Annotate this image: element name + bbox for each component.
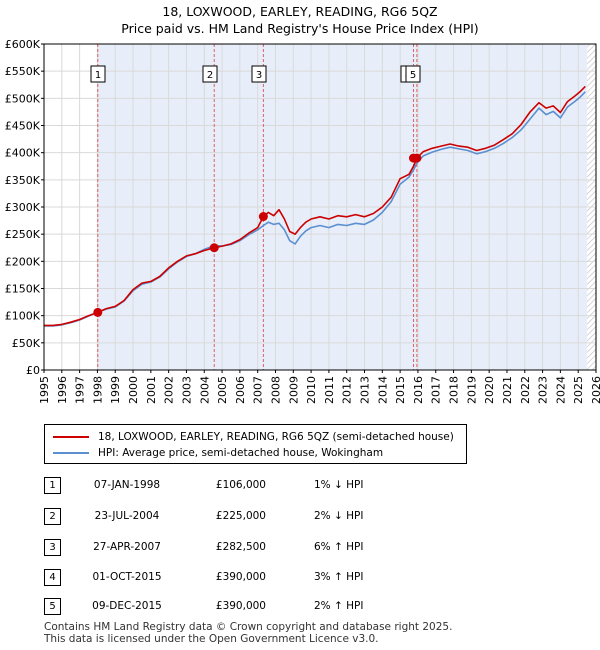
transaction-hpi: 2% ↓ HPI — [314, 510, 364, 522]
y-tick-label: £300K — [5, 201, 41, 214]
x-tick-label: 2023 — [537, 376, 550, 404]
x-tick-label: 2006 — [234, 376, 247, 404]
transaction-price: £106,000 — [215, 479, 266, 491]
y-tick-label: £400K — [5, 147, 41, 160]
x-tick-label: 2016 — [412, 376, 425, 404]
y-tick-label: £200K — [5, 255, 41, 268]
transaction-hpi: 1% ↓ HPI — [314, 479, 364, 491]
y-tick-label: £100K — [5, 310, 41, 323]
transaction-number: 3 — [44, 539, 61, 556]
sale-label-box — [202, 65, 218, 83]
legend-label-property: 18, LOXWOOD, EARLEY, READING, RG6 5QZ (s… — [98, 431, 454, 443]
sale-label-number: 5 — [410, 70, 416, 81]
transaction-number: 1 — [44, 477, 61, 494]
x-tick-label: 2019 — [465, 376, 478, 404]
y-tick-label: £0 — [26, 364, 40, 377]
footer-licence: This data is licensed under the Open Gov… — [44, 633, 379, 645]
transaction-date: 23-JUL-2004 — [94, 510, 160, 522]
x-tick-label: 2026 — [590, 376, 600, 404]
x-tick-label: 2021 — [501, 376, 514, 404]
price-chart: £0 £50K £100K £150K £200K £250K £300K £350K £400… — [5, 38, 600, 404]
x-tick-label: 2017 — [430, 376, 443, 404]
footer-copyright: Contains HM Land Registry data © Crown c… — [44, 621, 453, 633]
transaction-date: 27-APR-2007 — [93, 541, 161, 553]
sale-label-box — [251, 65, 267, 83]
sale-point — [209, 243, 219, 253]
x-tick-label: 1995 — [38, 376, 51, 404]
sale-label-number: 1 — [95, 70, 101, 81]
transaction-number: 5 — [44, 598, 61, 615]
transaction-hpi: 6% ↑ HPI — [314, 541, 364, 553]
table-row: 1 07-JAN-1998 £106,000 1% ↓ HPI — [44, 476, 444, 496]
sale-label-number: 3 — [256, 70, 262, 81]
legend-item-property: 18, LOXWOOD, EARLEY, READING, RG6 5QZ (s… — [53, 429, 454, 445]
x-tick-label: 1998 — [91, 376, 104, 404]
x-tick-label: 2020 — [483, 376, 496, 404]
chart-subtitle: Price paid vs. HM Land Registry's House … — [121, 21, 479, 36]
x-tick-label: 2005 — [216, 376, 229, 404]
transaction-date: 09-DEC-2015 — [92, 600, 162, 612]
x-tick-label: 1996 — [56, 376, 69, 404]
legend-item-hpi: HPI: Average price, semi-detached house,… — [53, 445, 383, 461]
x-tick-label: 2003 — [180, 376, 193, 404]
transaction-date: 01-OCT-2015 — [92, 571, 162, 583]
transaction-number: 2 — [44, 508, 61, 525]
x-tick-label: 2014 — [376, 376, 389, 404]
x-tick-label: 2015 — [394, 376, 407, 404]
y-tick-label: £450K — [5, 120, 41, 133]
x-tick-label: 1997 — [74, 376, 87, 404]
y-tick-label: £250K — [5, 228, 41, 241]
legend-swatch-hpi — [53, 452, 89, 454]
transaction-hpi: 3% ↑ HPI — [314, 571, 364, 583]
x-tick-label: 2002 — [163, 376, 176, 404]
y-tick-label: £350K — [5, 174, 41, 187]
chart-legend: 18, LOXWOOD, EARLEY, READING, RG6 5QZ (s… — [44, 424, 467, 464]
x-tick-label: 2022 — [519, 376, 532, 404]
transaction-hpi: 2% ↑ HPI — [314, 600, 364, 612]
property-series-line — [44, 85, 586, 327]
x-tick-label: 2012 — [341, 376, 354, 404]
x-tick-label: 2009 — [287, 376, 300, 404]
chart-title: 18, LOXWOOD, EARLEY, READING, RG6 5QZ — [162, 4, 438, 19]
transaction-number: 4 — [44, 569, 61, 586]
x-tick-label: 2018 — [448, 376, 461, 404]
sale-point — [93, 307, 103, 317]
hpi-series-line — [44, 91, 586, 327]
table-row: 3 27-APR-2007 £282,500 6% ↑ HPI — [44, 538, 444, 558]
transaction-price: £390,000 — [215, 571, 266, 583]
x-tick-label: 2004 — [198, 376, 211, 404]
sale-label-number: 2 — [207, 70, 213, 81]
x-tick-label: 1999 — [109, 376, 122, 404]
table-row: 5 09-DEC-2015 £390,000 2% ↑ HPI — [44, 597, 444, 617]
x-tick-label: 2024 — [554, 376, 567, 404]
sale-point — [412, 153, 422, 163]
transaction-price: £390,000 — [215, 600, 266, 612]
y-tick-label: £600K — [5, 38, 41, 51]
x-tick-label: 2010 — [305, 376, 318, 404]
sale-label-box — [405, 65, 421, 83]
y-tick-label: £550K — [5, 65, 41, 78]
x-tick-label: 2013 — [359, 376, 372, 404]
table-row: 2 23-JUL-2004 £225,000 2% ↓ HPI — [44, 507, 444, 527]
x-tick-label: 2000 — [127, 376, 140, 404]
legend-swatch-property — [53, 436, 89, 438]
x-tick-label: 2007 — [252, 376, 265, 404]
transaction-price: £225,000 — [215, 510, 266, 522]
x-tick-label: 2025 — [572, 376, 585, 404]
sale-label-box — [90, 65, 106, 83]
x-tick-label: 2001 — [145, 376, 158, 404]
sale-point — [258, 212, 268, 222]
x-tick-label: 2008 — [269, 376, 282, 404]
y-tick-label: £150K — [5, 283, 41, 296]
legend-label-hpi: HPI: Average price, semi-detached house,… — [98, 447, 384, 459]
transaction-date: 07-JAN-1998 — [93, 479, 161, 491]
y-tick-label: £50K — [12, 337, 41, 350]
transaction-price: £282,500 — [215, 541, 266, 553]
x-tick-label: 2011 — [323, 376, 336, 404]
y-tick-label: £500K — [5, 92, 41, 105]
table-row: 4 01-OCT-2015 £390,000 3% ↑ HPI — [44, 568, 444, 588]
